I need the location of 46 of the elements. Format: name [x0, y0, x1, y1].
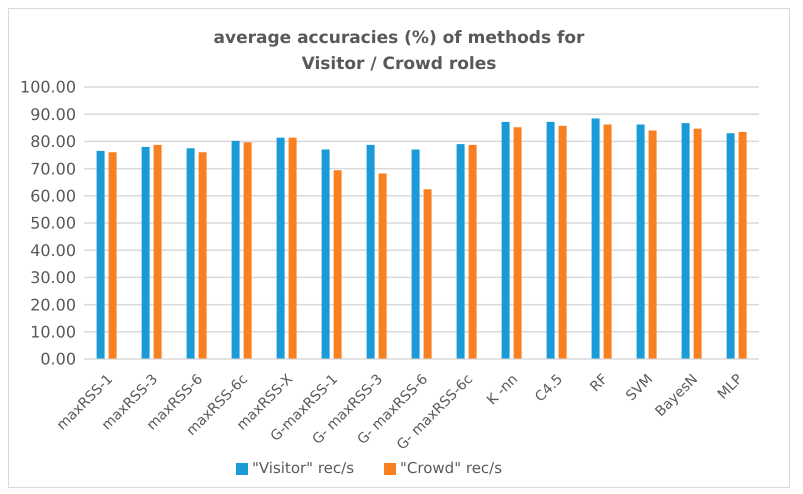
bar — [322, 150, 330, 359]
bar — [108, 152, 117, 359]
y-tick-label: 20.00 — [30, 295, 76, 314]
bar — [738, 132, 747, 359]
bar — [604, 124, 612, 359]
bar — [366, 144, 375, 359]
bar — [198, 152, 207, 359]
y-tick-label: 90.00 — [30, 104, 76, 124]
bar — [456, 144, 465, 359]
bar — [378, 173, 387, 359]
y-tick-label: 80.00 — [30, 132, 76, 152]
y-tick-label: 60.00 — [30, 186, 76, 206]
y-tick-label: 30.00 — [30, 268, 76, 288]
y-tick-label: 70.00 — [30, 159, 76, 178]
bar — [546, 122, 555, 359]
bar — [154, 144, 162, 359]
bar — [636, 124, 645, 359]
bar — [682, 123, 690, 359]
bar — [726, 133, 735, 359]
bar — [514, 127, 522, 359]
bar — [412, 150, 420, 359]
bar — [502, 122, 510, 359]
y-tick-label: 0.00 — [40, 350, 76, 369]
bar — [424, 189, 432, 359]
bar — [288, 138, 297, 359]
bar — [468, 144, 477, 359]
bar — [232, 140, 240, 359]
bar — [96, 150, 105, 359]
bar — [244, 142, 252, 359]
bar — [186, 148, 195, 359]
y-tick-label: 50.00 — [30, 214, 76, 233]
x-tick-label: RF — [587, 371, 612, 396]
chart-title: average accuracies (%) of methods for Visitor / Crowd roles — [212, 27, 586, 76]
y-tick-label: 10.00 — [30, 322, 76, 342]
bar — [648, 130, 657, 359]
y-tick-label: 40.00 — [30, 240, 76, 260]
bar — [142, 146, 150, 359]
bar — [592, 118, 600, 359]
bar — [334, 170, 342, 359]
bar — [276, 138, 285, 359]
x-tick-label: K -nn — [484, 371, 522, 408]
bar — [694, 128, 702, 359]
bar — [558, 126, 567, 359]
legend-label: "Visitor" rec/s — [252, 459, 354, 477]
legend-label: "Crowd" rec/s — [400, 459, 502, 477]
y-tick-label: 100.00 — [20, 78, 76, 97]
